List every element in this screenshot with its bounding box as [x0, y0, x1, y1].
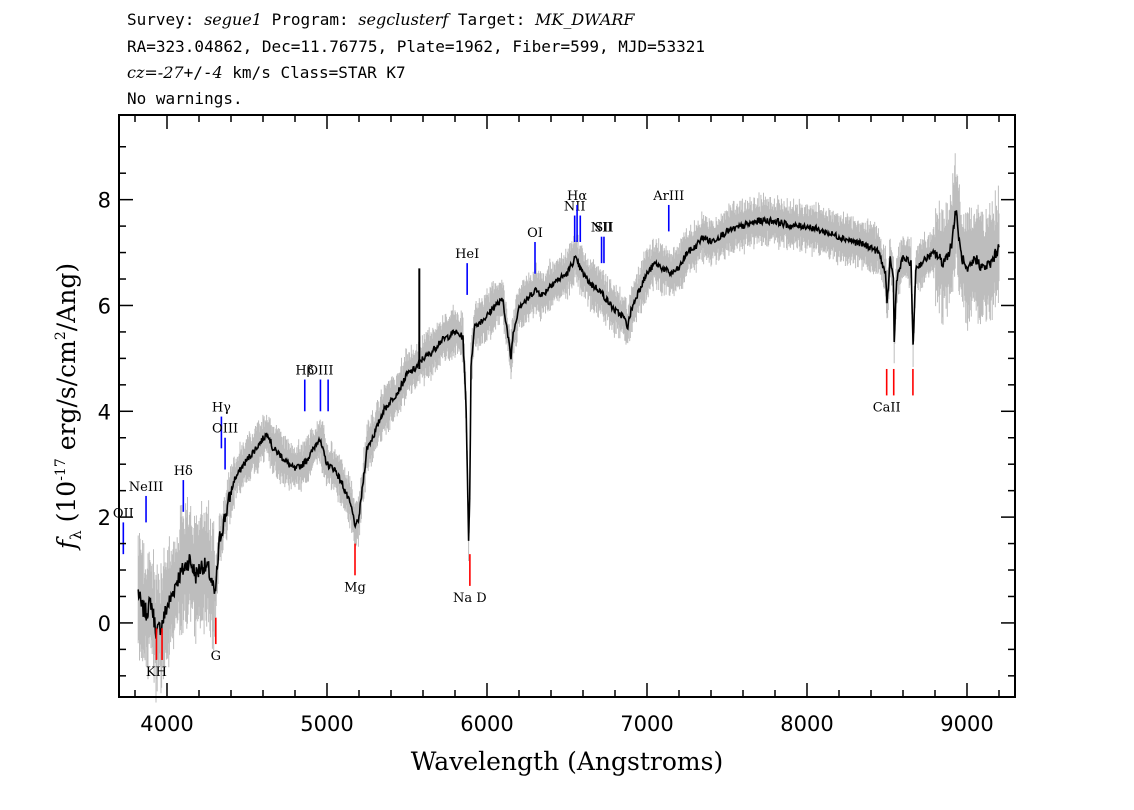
line-label: HeI: [455, 247, 479, 262]
survey-value: segue1: [204, 10, 262, 29]
header-line-4: No warnings.: [127, 89, 243, 108]
x-axis-label: Wavelength (Angstroms): [411, 747, 723, 776]
line-label: Na D: [453, 591, 487, 606]
header-line-3: cz=-27+/-4 km/s Class=STAR K7: [127, 63, 406, 83]
x-tick-label: 6000: [460, 712, 513, 736]
axes: 4000 5000 6000 7000 8000 9000 0 2 4 6 8: [98, 114, 1016, 736]
y-label-exponent: -17: [53, 458, 69, 481]
y-label-scale: (10: [52, 481, 81, 531]
spectral-line-markers: OIINeIIIHδHγOIIIHβOIIIHeIOINIIHαNIISIIAr…: [113, 189, 914, 680]
y-tick-label: 4: [98, 400, 111, 424]
plot-frame: [118, 114, 1016, 698]
program-value: segclusterf: [358, 10, 449, 29]
header-line-1: Survey: segue1 Program: segclusterf Targ…: [127, 10, 635, 30]
y-tick-label: 0: [98, 612, 111, 636]
line-label: OIII: [307, 364, 333, 379]
line-label: NeIII: [129, 480, 163, 495]
line-label: OII: [113, 506, 134, 521]
header-line-2: RA=323.04862, Dec=11.76775, Plate=1962, …: [127, 37, 705, 56]
line-label: Hα: [567, 189, 587, 204]
y-label-per-ang: /Ang): [52, 263, 81, 331]
line-label: ArIII: [652, 189, 684, 204]
y-axis-label: fλ (10-17 erg/s/cm2/Ang): [52, 263, 85, 551]
y-tick-label: 2: [98, 506, 111, 530]
line-label: Hδ: [174, 464, 193, 479]
line-label: Hβ: [295, 364, 314, 379]
line-label: OI: [527, 226, 543, 241]
x-tick-label: 9000: [940, 712, 993, 736]
program-label: Program:: [271, 10, 349, 29]
target-label: Target:: [457, 10, 526, 29]
y-label-lambda: λ: [67, 530, 85, 540]
cz-error: 4: [212, 63, 223, 82]
y-tick-label: 8: [98, 189, 111, 213]
error-band-layer: [137, 153, 1000, 703]
line-label: CaII: [873, 400, 901, 415]
line-label: OIII: [212, 422, 238, 437]
x-tick-label: 4000: [140, 712, 193, 736]
line-label: G: [211, 649, 221, 664]
cz-label: cz=: [127, 63, 158, 82]
line-label: NII: [591, 221, 613, 236]
error-band: [137, 153, 1000, 703]
cz-plus-minus: +/-: [183, 63, 213, 82]
survey-label: Survey:: [127, 10, 195, 29]
line-label: Mg: [344, 580, 366, 595]
y-label-units: erg/s/cm: [52, 340, 81, 458]
y-label-squared: 2: [53, 331, 69, 340]
line-label: KH: [146, 665, 167, 680]
y-label-f: f: [52, 536, 81, 551]
cz-value: -27: [157, 63, 184, 82]
target-value: MK_DWARF: [535, 10, 635, 29]
flux-series-layer: [137, 210, 1000, 639]
x-tick-label: 7000: [620, 712, 673, 736]
line-label: NII: [564, 200, 586, 215]
cz-rest: km/s Class=STAR K7: [222, 63, 406, 82]
line-label: SII: [594, 221, 613, 236]
line-label: Hγ: [212, 401, 231, 416]
flux-series-line: [137, 210, 1000, 639]
x-tick-label: 8000: [780, 712, 833, 736]
x-tick-label: 5000: [300, 712, 353, 736]
y-tick-label: 6: [98, 294, 111, 318]
